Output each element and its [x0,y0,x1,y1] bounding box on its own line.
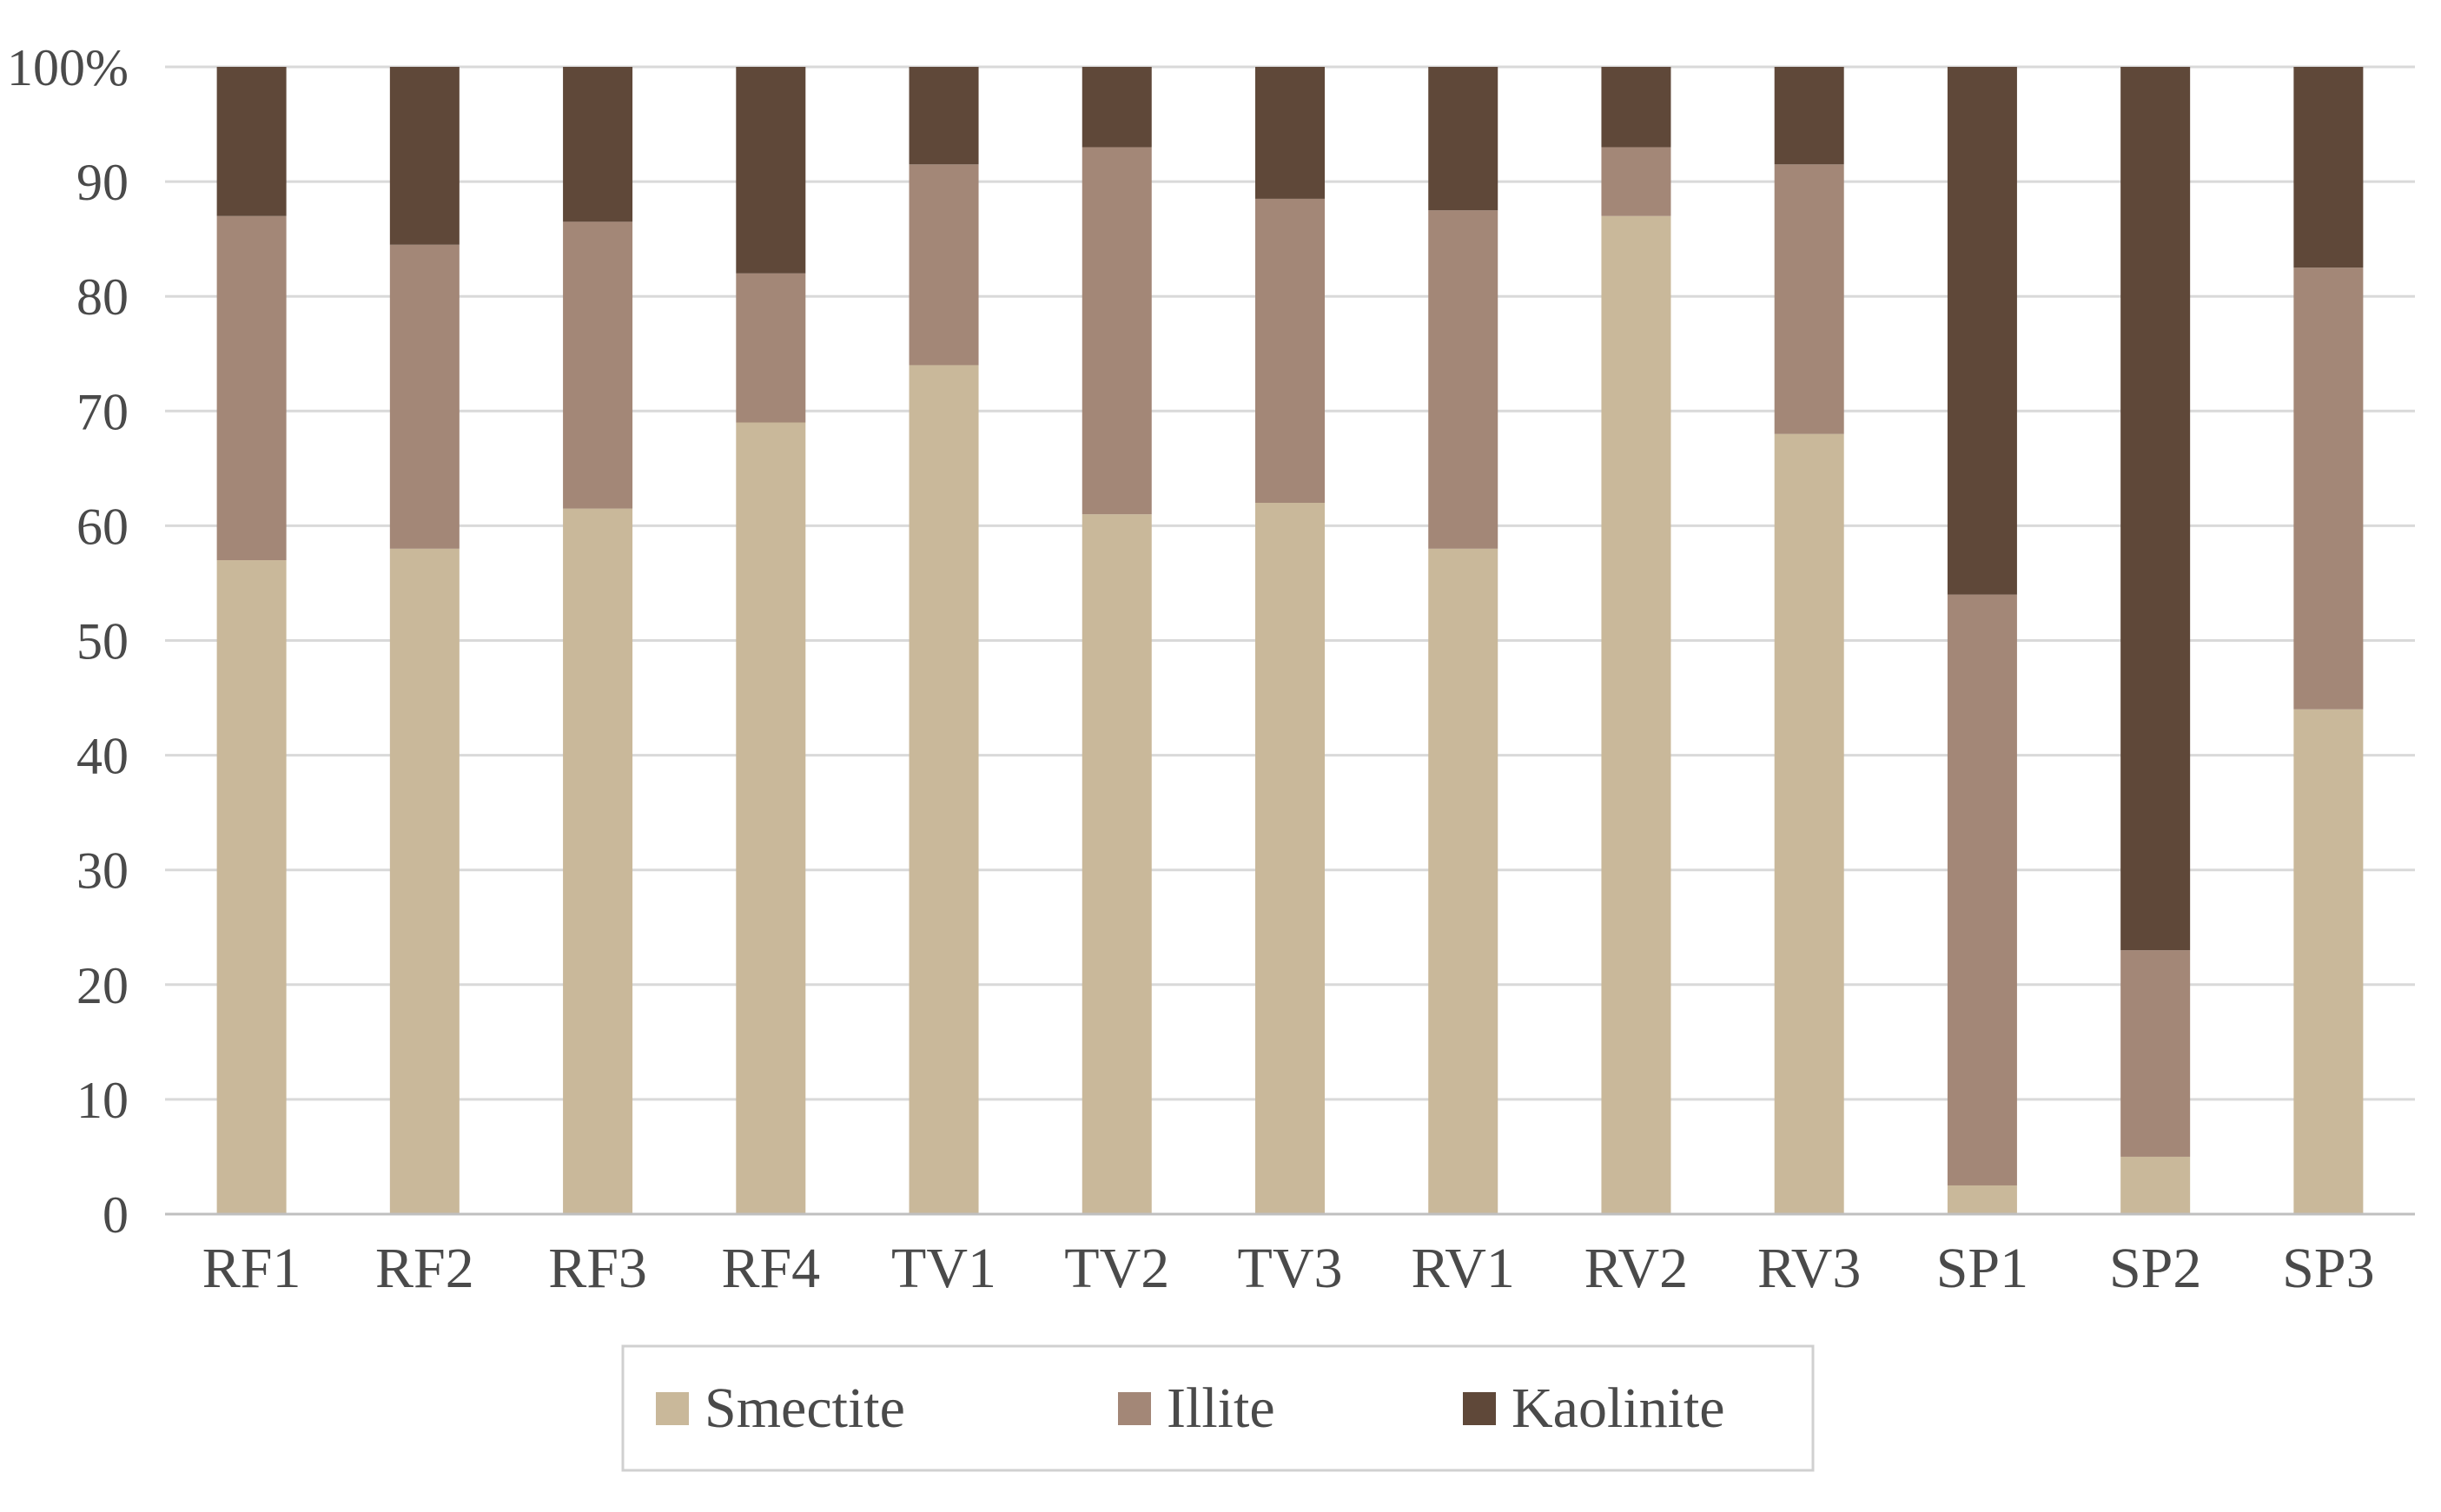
x-tick-label: SP1 [1936,1237,2028,1300]
x-tick-label: RF3 [548,1237,647,1300]
bar-segment-illite-rf1 [216,215,287,561]
bar-segment-smectite-tv1 [909,365,979,1215]
y-tick-label: 10 [76,1072,129,1129]
bar-segment-illite-sp1 [1947,594,2017,1185]
bar-segment-kaolinite-rf3 [563,67,633,222]
bar-segment-illite-rf3 [563,221,633,509]
bar-segment-smectite-rf2 [389,548,460,1214]
bar-segment-illite-tv1 [909,164,979,366]
legend: Smectite Illite Kaolinite [621,1344,1815,1472]
legend-label-kaolinite: Kaolinite [1512,1377,1725,1440]
x-tick-label: TV1 [891,1237,996,1300]
y-tick-label: 70 [76,383,129,440]
bar-segment-kaolinite-rf1 [216,67,287,216]
bar-segment-smectite-sp3 [2293,709,2364,1214]
y-tick-label: 60 [76,498,129,555]
bar-segment-illite-rf4 [736,273,806,423]
bar-segment-smectite-rv2 [1601,215,1671,1215]
legend-label-illite: Illite [1167,1377,1275,1440]
legend-frame [621,1344,1815,1472]
x-tick-label: RV2 [1584,1237,1688,1300]
x-tick-label: RF1 [202,1237,301,1300]
bars [216,67,2364,1215]
y-tick-label: 40 [76,728,129,785]
bar-segment-illite-sp3 [2293,267,2364,710]
bar-segment-kaolinite-tv1 [909,67,979,165]
bar-segment-kaolinite-sp3 [2293,67,2364,268]
bar-segment-illite-tv2 [1082,147,1152,515]
bar-segment-smectite-tv2 [1082,514,1152,1214]
x-tick-label: SP2 [2109,1237,2201,1300]
x-tick-label: SP3 [2282,1237,2374,1300]
bar-segment-illite-sp2 [2120,950,2191,1157]
bar-segment-illite-rf2 [389,244,460,549]
axes: 0 10 20 30 40 50 60 70 80 90 100% RF1 RF2 RF3 RF4 TV1 TV… [7,39,2415,1300]
bar-segment-kaolinite-rv1 [1428,67,1498,211]
bar-segment-kaolinite-rf2 [389,67,460,245]
bar-segment-illite-rv2 [1601,147,1671,216]
bar-segment-smectite-rv1 [1428,548,1498,1214]
y-tick-label: 0 [103,1186,129,1244]
bar-segment-smectite-sp2 [2120,1156,2191,1214]
bar-segment-smectite-rv3 [1774,433,1844,1215]
y-tick-label: 100% [7,39,129,96]
bar-segment-kaolinite-rv3 [1774,67,1844,165]
y-tick-label: 50 [76,613,129,670]
x-tick-label: RF4 [721,1237,820,1300]
y-tick-label: 80 [76,268,129,326]
bar-segment-smectite-rf4 [736,422,806,1214]
bar-segment-kaolinite-rf4 [736,67,806,274]
bar-segment-smectite-sp1 [1947,1185,2017,1214]
y-tick-label: 90 [76,154,129,211]
bar-segment-smectite-rf3 [563,508,633,1214]
bar-segment-illite-tv3 [1255,198,1325,503]
bar-segment-kaolinite-sp2 [2120,67,2191,951]
bar-segment-kaolinite-rv2 [1601,67,1671,148]
x-tick-label: TV3 [1238,1237,1343,1300]
x-tick-label: RF2 [375,1237,474,1300]
x-tick-label: TV2 [1064,1237,1169,1300]
bar-segment-smectite-rf1 [216,560,287,1214]
bar-segment-kaolinite-tv3 [1255,67,1325,199]
legend-swatch-illite [1118,1392,1151,1425]
bar-segment-kaolinite-tv2 [1082,67,1152,148]
bar-segment-illite-rv1 [1428,210,1498,549]
legend-swatch-smectite [656,1392,689,1425]
x-tick-label: RV3 [1757,1237,1861,1300]
x-tick-label: RV1 [1412,1237,1515,1300]
bar-segment-illite-rv3 [1774,164,1844,434]
legend-swatch-kaolinite [1463,1392,1496,1425]
bar-segment-smectite-tv3 [1255,502,1325,1214]
y-tick-label: 30 [76,842,129,900]
legend-label-smectite: Smectite [705,1377,905,1440]
y-tick-label: 20 [76,957,129,1014]
bar-segment-kaolinite-sp1 [1947,67,2017,595]
